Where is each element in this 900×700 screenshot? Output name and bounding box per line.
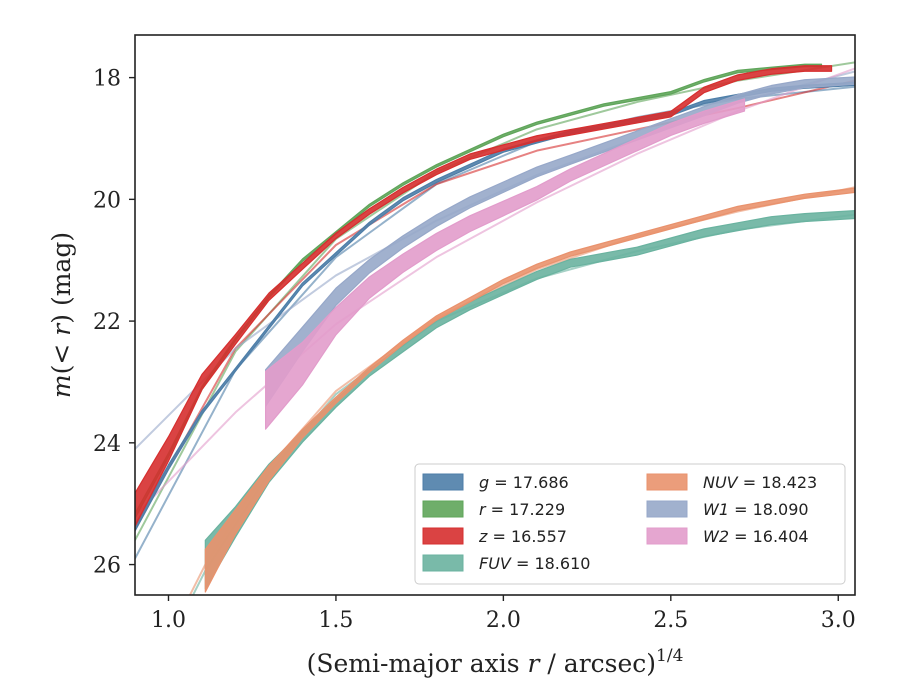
profile-band-z bbox=[135, 65, 833, 528]
y-tick-label: 22 bbox=[93, 310, 121, 335]
y-tick-label: 24 bbox=[93, 432, 121, 457]
profile-band-w1 bbox=[265, 76, 855, 407]
legend-swatch-g bbox=[422, 473, 464, 491]
legend-label-fuv: FUV = 18.610 bbox=[479, 554, 590, 573]
y-axis: 18 20 22 24 26 bbox=[93, 67, 135, 579]
x-tick-label: 3.0 bbox=[821, 608, 856, 633]
profile-band-w2 bbox=[265, 98, 746, 430]
legend: g = 17.686 r = 17.229 z = 16.557 FUV = 18.6… bbox=[414, 463, 846, 585]
x-tick-label: 1.5 bbox=[318, 608, 353, 633]
x-axis: 1.0 1.5 2.0 2.5 3.0 bbox=[151, 595, 856, 633]
legend-swatch-w2 bbox=[646, 527, 688, 545]
x-tick-label: 2.5 bbox=[653, 608, 688, 633]
legend-label-r: r = 17.229 bbox=[479, 500, 565, 519]
legend-label-w1: W1 = 18.090 bbox=[703, 500, 809, 519]
x-axis-label: (Semi-major axis r / arcsec)1/4 bbox=[307, 646, 684, 678]
x-tick-label: 1.0 bbox=[151, 608, 186, 633]
y-tick-label: 20 bbox=[93, 188, 121, 213]
y-tick-label: 18 bbox=[93, 67, 121, 92]
profile-bands bbox=[135, 63, 855, 593]
legend-label-nuv: NUV = 18.423 bbox=[703, 473, 817, 492]
legend-swatch-nuv bbox=[646, 473, 688, 491]
profile-band-g bbox=[135, 81, 855, 532]
x-tick-label: 2.0 bbox=[486, 608, 521, 633]
legend-swatch-z bbox=[422, 527, 464, 545]
legend-swatch-fuv bbox=[422, 554, 464, 572]
y-axis-label: m(< r) (mag) bbox=[47, 232, 76, 398]
legend-label-g: g = 17.686 bbox=[479, 473, 569, 492]
legend-box bbox=[414, 463, 846, 585]
legend-swatch-w1 bbox=[646, 500, 688, 518]
legend-swatch-r bbox=[422, 500, 464, 518]
profile-band-nuv bbox=[204, 187, 855, 593]
legend-label-z: z = 16.557 bbox=[478, 527, 567, 546]
legend-label-w2: W2 = 16.404 bbox=[703, 527, 809, 546]
plot-frame bbox=[134, 34, 856, 596]
y-tick-label: 26 bbox=[93, 554, 121, 579]
